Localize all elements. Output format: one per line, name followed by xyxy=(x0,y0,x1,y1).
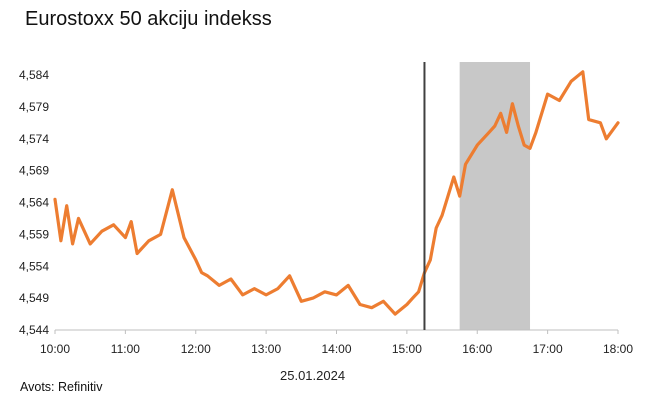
y-tick-label: 4,574 xyxy=(19,132,49,146)
y-tick-label: 4,549 xyxy=(19,291,49,305)
x-tick-label: 16:00 xyxy=(462,342,492,356)
y-tick-label: 4,554 xyxy=(19,259,49,273)
chart-title: Eurostoxx 50 akciju indekss xyxy=(25,8,272,30)
x-tick-label: 13:00 xyxy=(251,342,281,356)
x-tick-label: 15:00 xyxy=(392,342,422,356)
x-tick-label: 10:00 xyxy=(40,342,70,356)
x-axis-date-text: 25.01.2024 xyxy=(280,368,346,383)
x-tick-label: 14:00 xyxy=(321,342,351,356)
x-tick-label: 12:00 xyxy=(181,342,211,356)
x-tick-label: 18:00 xyxy=(603,342,633,356)
y-tick-label: 4,544 xyxy=(19,323,49,337)
x-tick-label: 11:00 xyxy=(111,342,140,356)
y-tick-label: 4,584 xyxy=(19,68,49,82)
y-tick-label: 4,559 xyxy=(19,227,49,241)
index-series-line xyxy=(53,70,620,316)
y-tick-label: 4,569 xyxy=(19,164,49,178)
x-tick-label: 17:00 xyxy=(533,342,563,356)
source-note: Avots: Refinitiv xyxy=(20,380,103,394)
shaded-period xyxy=(459,62,531,330)
y-tick-label: 4,564 xyxy=(19,196,49,210)
y-tick-label: 4,579 xyxy=(19,100,49,114)
